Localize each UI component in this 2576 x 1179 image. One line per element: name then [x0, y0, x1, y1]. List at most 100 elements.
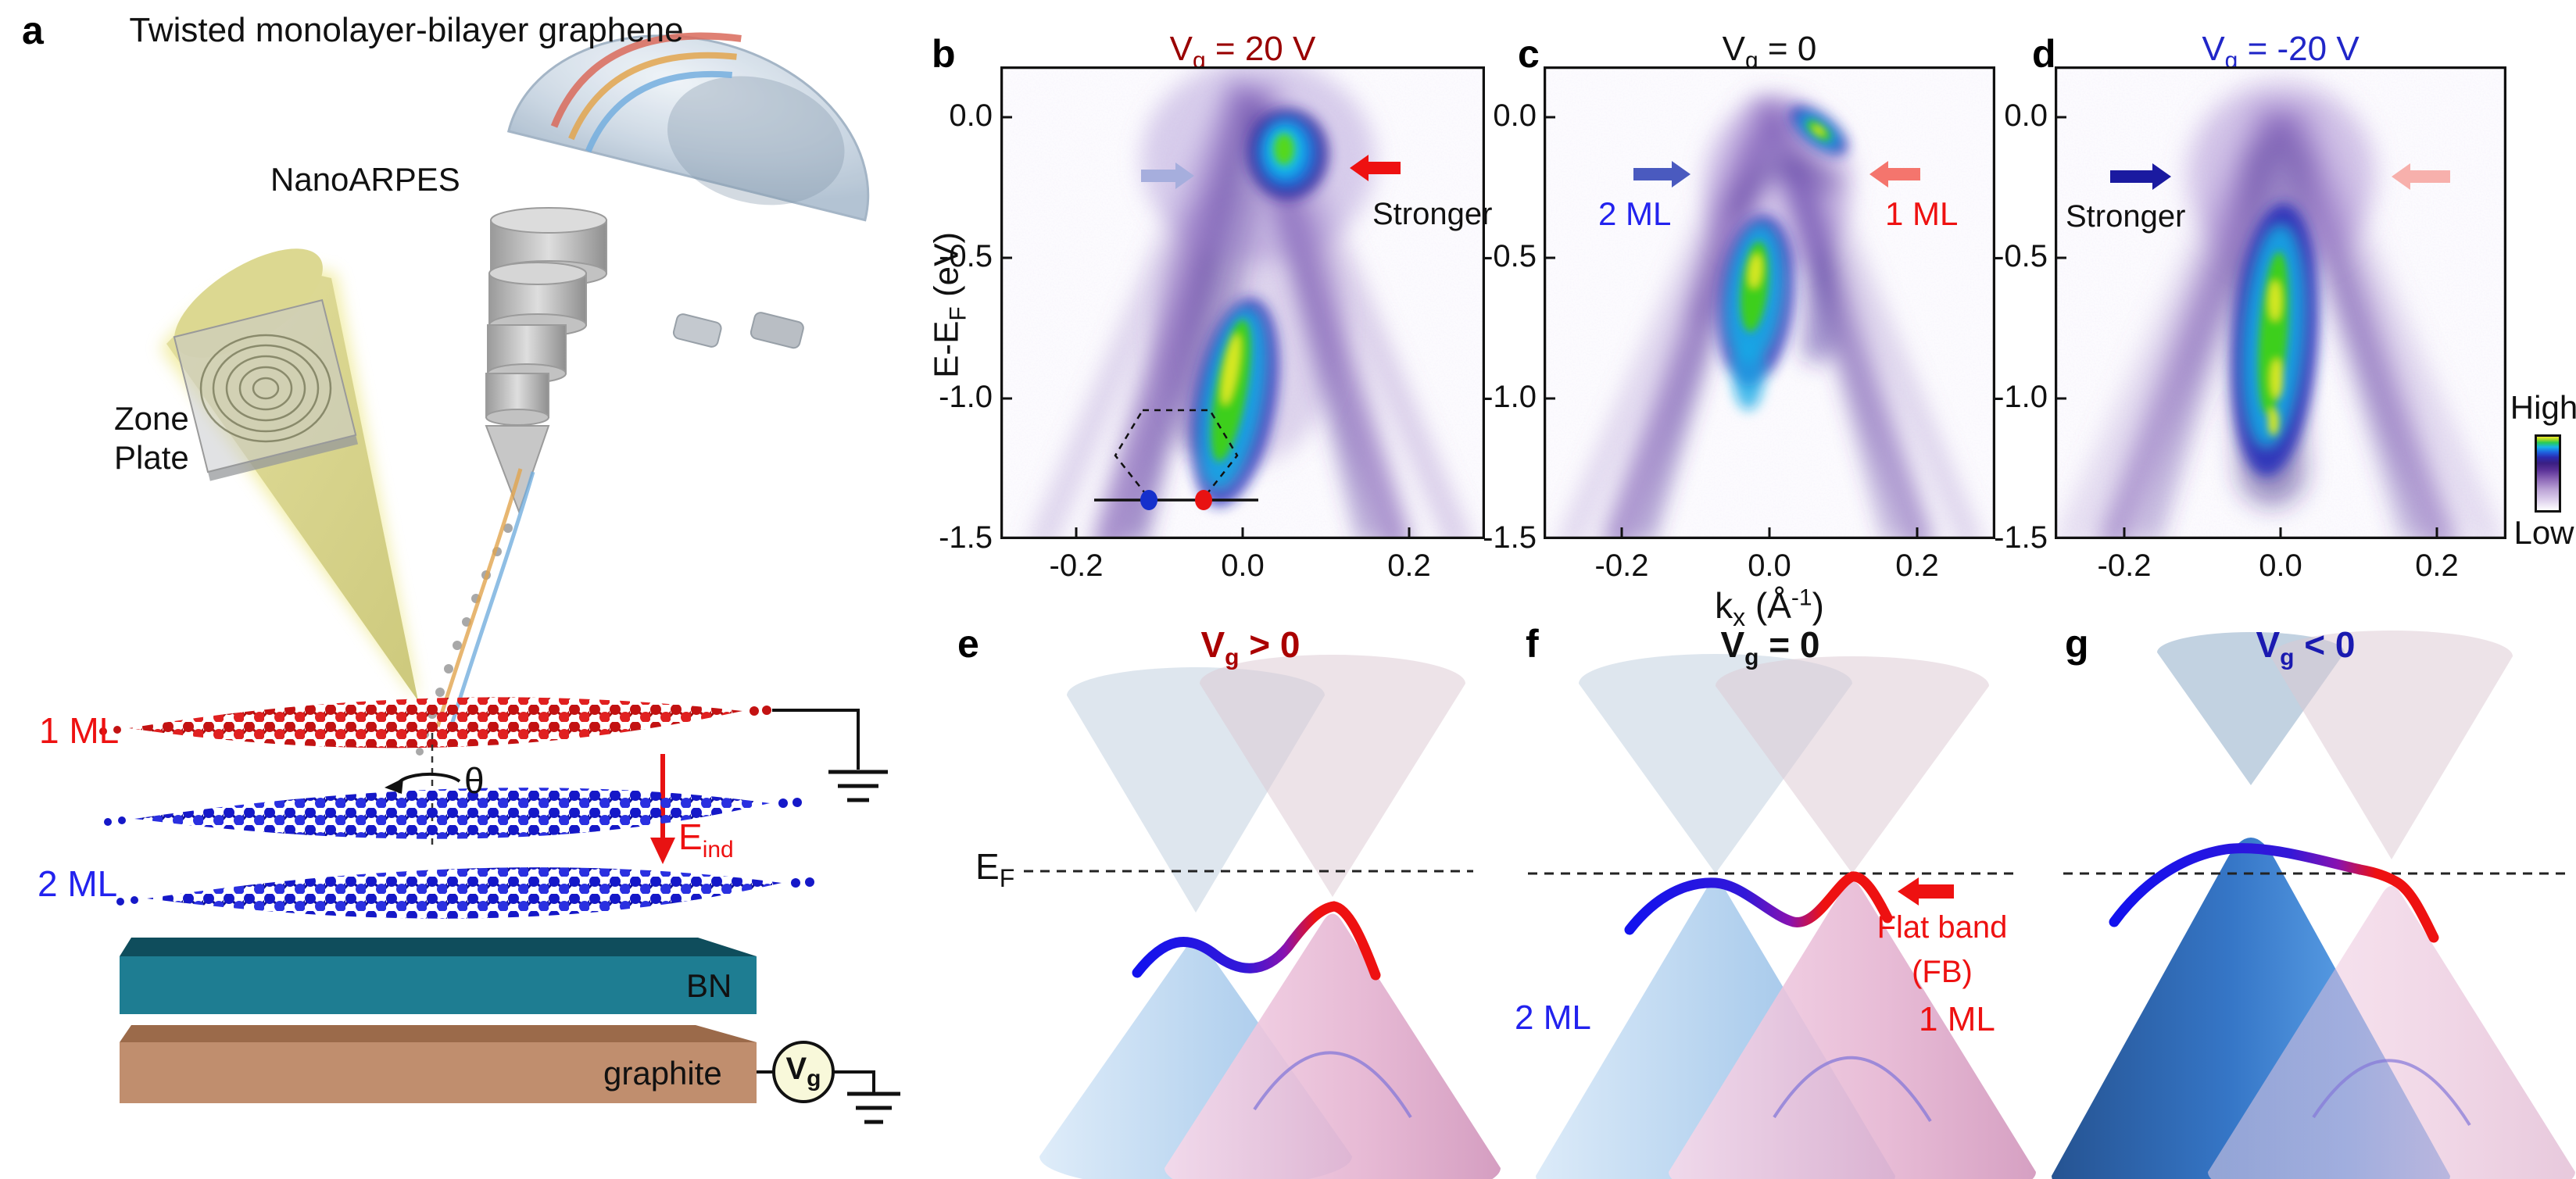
bn-label: BN	[686, 967, 732, 1004]
monolayer-valence-cone	[2208, 886, 2575, 1179]
monolayer-label: 1 ML	[39, 710, 120, 751]
panel-b-xtick: 0.0	[1221, 548, 1265, 583]
monolayer-side-arrow-icon	[1350, 155, 1401, 181]
panel-d-ytick: -1.5	[1994, 520, 2048, 555]
panel-d-title: Vg = -20 V	[2202, 30, 2360, 73]
bilayer-side-arrow-icon	[1141, 163, 1194, 189]
arpes-x-axis-label: kx (Å-1)	[1715, 584, 1824, 632]
nanoarpes-label: NanoARPES	[270, 161, 460, 198]
panel-c-ytick: -1.5	[1483, 520, 1537, 555]
monolayer-conduction-cone	[1716, 656, 1989, 874]
panel-d-ytick: -0.5	[1994, 239, 2048, 273]
panel-d-xtick: 0.0	[2259, 548, 2302, 583]
panel-a-title: Twisted monolayer-bilayer graphene	[129, 11, 684, 49]
cone-diagram-f	[1528, 654, 2036, 1179]
panel-d-stronger-label: Stronger	[2066, 199, 2186, 234]
colorbar-high-label: High	[2510, 389, 2576, 426]
flat-band-label-line2: (FB)	[1912, 955, 1973, 989]
flat-band-curve	[1132, 901, 1381, 981]
arpes-heatmap-d	[2055, 66, 2506, 539]
zone-plate-label-line2: Plate	[114, 439, 189, 476]
panel-e-letter: e	[957, 622, 979, 666]
e-ind-label: Eind	[678, 816, 734, 863]
colorbar	[2535, 434, 2561, 513]
arpes-heatmap-c	[1544, 66, 1995, 539]
cone-diagram-e	[1024, 655, 1501, 1179]
flat-band-curve	[1624, 871, 1893, 935]
panel-d-ytick: -1.0	[1994, 380, 2048, 414]
panel-d-ytick: 0.0	[2004, 98, 2048, 133]
bilayer-label: 2 ML	[38, 863, 118, 904]
zone-plate-label-line1: Zone	[114, 400, 189, 437]
bilayer-k-point-dot	[1140, 490, 1157, 510]
twist-angle-label: θ	[464, 760, 485, 801]
panel-c-monolayer-label: 1 ML	[1885, 195, 1959, 232]
panel-b-ytick: -1.5	[939, 520, 993, 555]
monolayer-ground-wire	[772, 709, 888, 802]
analyzer-dome-icon	[506, 32, 870, 349]
panel-c-letter: c	[1518, 32, 1540, 76]
arpes-y-axis-label: E-EF (eV)	[927, 231, 971, 378]
zone-plate-icon	[173, 298, 359, 481]
fermi-level-label: EF	[975, 846, 1015, 893]
monolayer-side-arrow-icon	[2392, 163, 2450, 190]
monolayer-k-point-dot	[1195, 490, 1212, 510]
flat-band-curve	[2109, 843, 2439, 943]
panel-c-xtick: 0.2	[1895, 548, 1939, 583]
panel-c-ytick: 0.0	[1493, 98, 1537, 133]
monolayer-conduction-cone	[1200, 655, 1465, 897]
monolayer-graphene-lattice	[99, 697, 771, 748]
panel-b-title: Vg = 20 V	[1169, 30, 1316, 73]
gate-voltage-circuit	[757, 1041, 900, 1124]
flat-band-arrow-icon	[1898, 877, 1954, 906]
setup-schematic	[99, 32, 900, 1124]
bn-slab	[120, 938, 757, 1014]
gate-voltage-label: Vg	[785, 1052, 821, 1091]
panel-f-bilayer-label: 2 ML	[1515, 999, 1591, 1037]
panel-d-xtick: -0.2	[2097, 548, 2152, 583]
hybridized-inner-band	[1253, 1051, 1412, 1119]
hybridized-inner-band	[1773, 1056, 1932, 1123]
brillouin-zone-inset-icon	[1094, 409, 1258, 510]
monolayer-conduction-cone	[2270, 631, 2513, 859]
graphite-label: graphite	[603, 1055, 722, 1091]
panel-c-bilayer-label: 2 ML	[1598, 195, 1672, 232]
panel-b-stronger-label: Stronger	[1372, 197, 1493, 231]
panel-a-letter: a	[22, 9, 44, 52]
panel-c-xtick: 0.0	[1748, 548, 1791, 583]
monolayer-valence-cone	[1669, 881, 2036, 1179]
arpes-heatmap-b	[1000, 66, 1485, 539]
flat-band-label-line1: Flat band	[1877, 910, 2008, 945]
panel-b-ytick: -1.0	[939, 380, 993, 414]
hybridized-inner-band	[2312, 1059, 2471, 1127]
panel-b-ytick: 0.0	[949, 98, 993, 133]
panel-d-xtick: 0.2	[2415, 548, 2459, 583]
panel-b-xtick: 0.2	[1387, 548, 1431, 583]
bilayer-side-arrow-icon	[2110, 163, 2171, 190]
bilayer-graphene-lattice	[104, 788, 814, 919]
graphite-slab	[120, 1025, 757, 1103]
analyzer-beamline-trajectories-icon	[435, 468, 535, 731]
panel-e-title: Vg > 0	[1200, 624, 1301, 671]
panel-b-xtick: -0.2	[1049, 548, 1104, 583]
panel-c-xtick: -0.2	[1594, 548, 1649, 583]
electron-lens-icon	[485, 207, 607, 514]
panel-f-letter: f	[1526, 622, 1539, 666]
panel-d-letter: d	[2032, 32, 2056, 76]
panel-b-letter: b	[932, 32, 956, 76]
colorbar-low-label: Low	[2513, 514, 2574, 551]
panel-g-title: Vg < 0	[2256, 624, 2356, 671]
panel-b-ytick: -0.5	[939, 239, 993, 273]
panel-g-letter: g	[2065, 622, 2089, 666]
xray-beam-icon	[160, 248, 418, 701]
panel-c-ytick: -0.5	[1483, 239, 1537, 273]
dirac-cone-diagrams	[1024, 631, 2575, 1179]
monolayer-valence-cone	[1165, 913, 1501, 1179]
cone-diagram-g	[2052, 631, 2575, 1179]
monolayer-side-arrow-icon	[1869, 161, 1920, 188]
panel-f-title: Vg = 0	[1720, 624, 1820, 671]
panel-f-monolayer-label: 1 ML	[1919, 1000, 1995, 1038]
panel-c-ytick: -1.0	[1483, 380, 1537, 414]
bilayer-side-arrow-icon	[1633, 161, 1690, 188]
